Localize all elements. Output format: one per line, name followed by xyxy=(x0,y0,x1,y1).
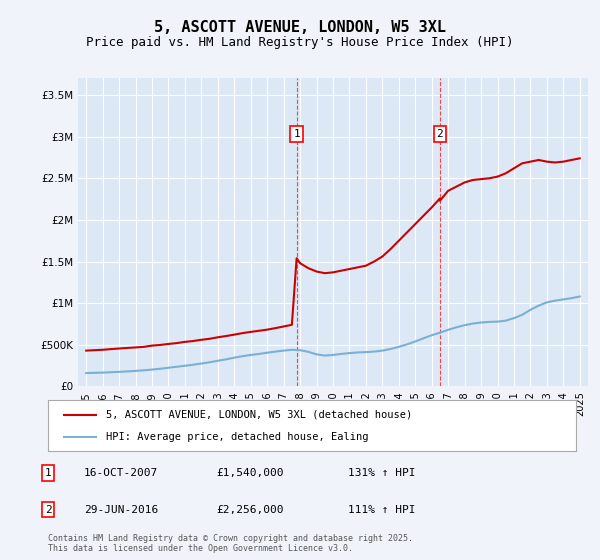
Text: Contains HM Land Registry data © Crown copyright and database right 2025.
This d: Contains HM Land Registry data © Crown c… xyxy=(48,534,413,553)
Text: 29-JUN-2016: 29-JUN-2016 xyxy=(84,505,158,515)
Text: 16-OCT-2007: 16-OCT-2007 xyxy=(84,468,158,478)
Text: 131% ↑ HPI: 131% ↑ HPI xyxy=(348,468,415,478)
Text: Price paid vs. HM Land Registry's House Price Index (HPI): Price paid vs. HM Land Registry's House … xyxy=(86,36,514,49)
Text: £1,540,000: £1,540,000 xyxy=(216,468,284,478)
Text: 2: 2 xyxy=(436,129,443,139)
Text: 1: 1 xyxy=(293,129,300,139)
Text: 111% ↑ HPI: 111% ↑ HPI xyxy=(348,505,415,515)
Text: £2,256,000: £2,256,000 xyxy=(216,505,284,515)
Text: 1: 1 xyxy=(44,468,52,478)
Text: 5, ASCOTT AVENUE, LONDON, W5 3XL (detached house): 5, ASCOTT AVENUE, LONDON, W5 3XL (detach… xyxy=(106,409,412,419)
Text: HPI: Average price, detached house, Ealing: HPI: Average price, detached house, Eali… xyxy=(106,432,368,442)
Text: 5, ASCOTT AVENUE, LONDON, W5 3XL: 5, ASCOTT AVENUE, LONDON, W5 3XL xyxy=(154,20,446,35)
Text: 2: 2 xyxy=(44,505,52,515)
